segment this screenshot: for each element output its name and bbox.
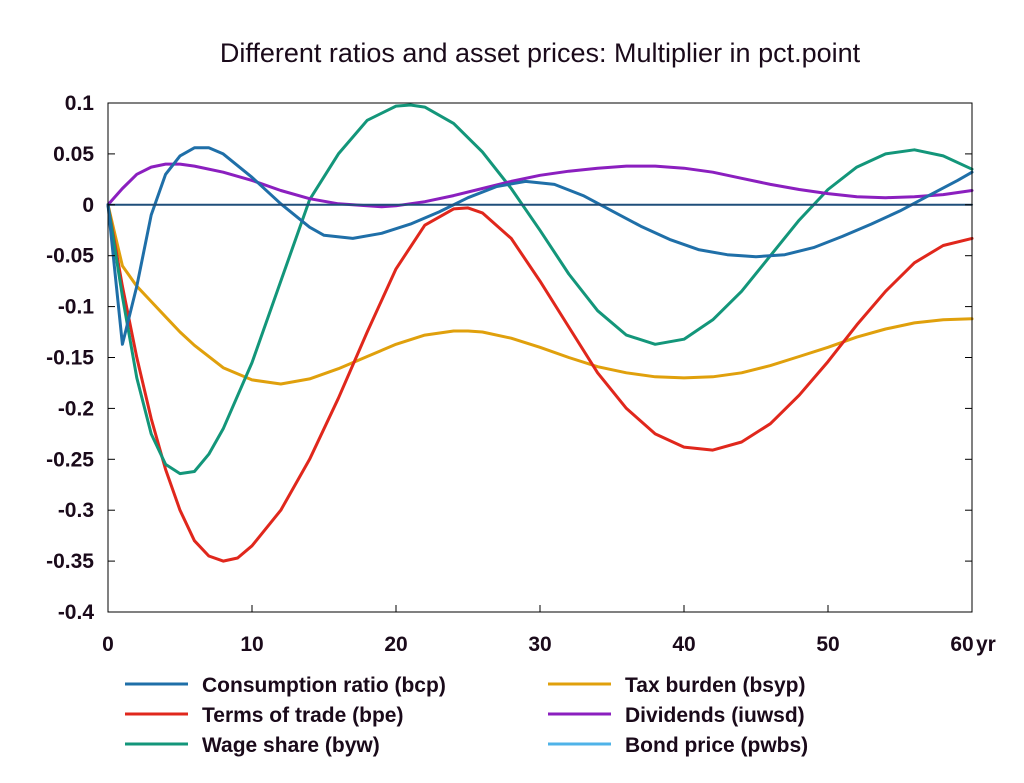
chart-title: Different ratios and asset prices: Multi… xyxy=(220,38,861,68)
series-line-1 xyxy=(106,203,974,563)
y-tick-label: -0.4 xyxy=(58,601,95,624)
series-line-0 xyxy=(106,146,974,346)
x-tick-label: 10 xyxy=(240,633,263,656)
x-tick-label: 20 xyxy=(384,633,407,656)
x-tick-label: 30 xyxy=(528,633,551,656)
x-tick-label: 0 xyxy=(102,633,114,656)
y-tick-label: 0.05 xyxy=(53,143,94,166)
y-tick-label: -0.05 xyxy=(46,245,94,268)
series-line-2 xyxy=(106,103,974,476)
x-tick-label: 60 xyxy=(950,633,973,656)
y-tick-label: -0.1 xyxy=(58,296,95,319)
x-tick-label: 50 xyxy=(816,633,839,656)
y-tick-label: -0.15 xyxy=(46,347,94,370)
y-tick-label: -0.3 xyxy=(58,499,94,522)
y-tick-label: 0.1 xyxy=(65,92,95,115)
y-tick-label: -0.35 xyxy=(46,550,94,573)
y-tick-label: -0.25 xyxy=(46,448,94,471)
x-tick-label: 40 xyxy=(672,633,695,656)
legend-label: Bond price (pwbs) xyxy=(625,734,808,757)
legend-label: Dividends (iuwsd) xyxy=(625,704,805,727)
legend-label: Tax burden (bsyp) xyxy=(625,674,805,697)
series-line-3 xyxy=(106,203,974,386)
x-unit-label: yr xyxy=(976,633,996,656)
y-tick-label: 0 xyxy=(82,194,94,217)
legend-label: Consumption ratio (bcp) xyxy=(202,674,446,697)
y-tick-label: -0.2 xyxy=(58,397,94,420)
legend-label: Terms of trade (bpe) xyxy=(202,704,403,727)
legend-label: Wage share (byw) xyxy=(202,734,380,757)
series-line-4 xyxy=(106,162,974,209)
